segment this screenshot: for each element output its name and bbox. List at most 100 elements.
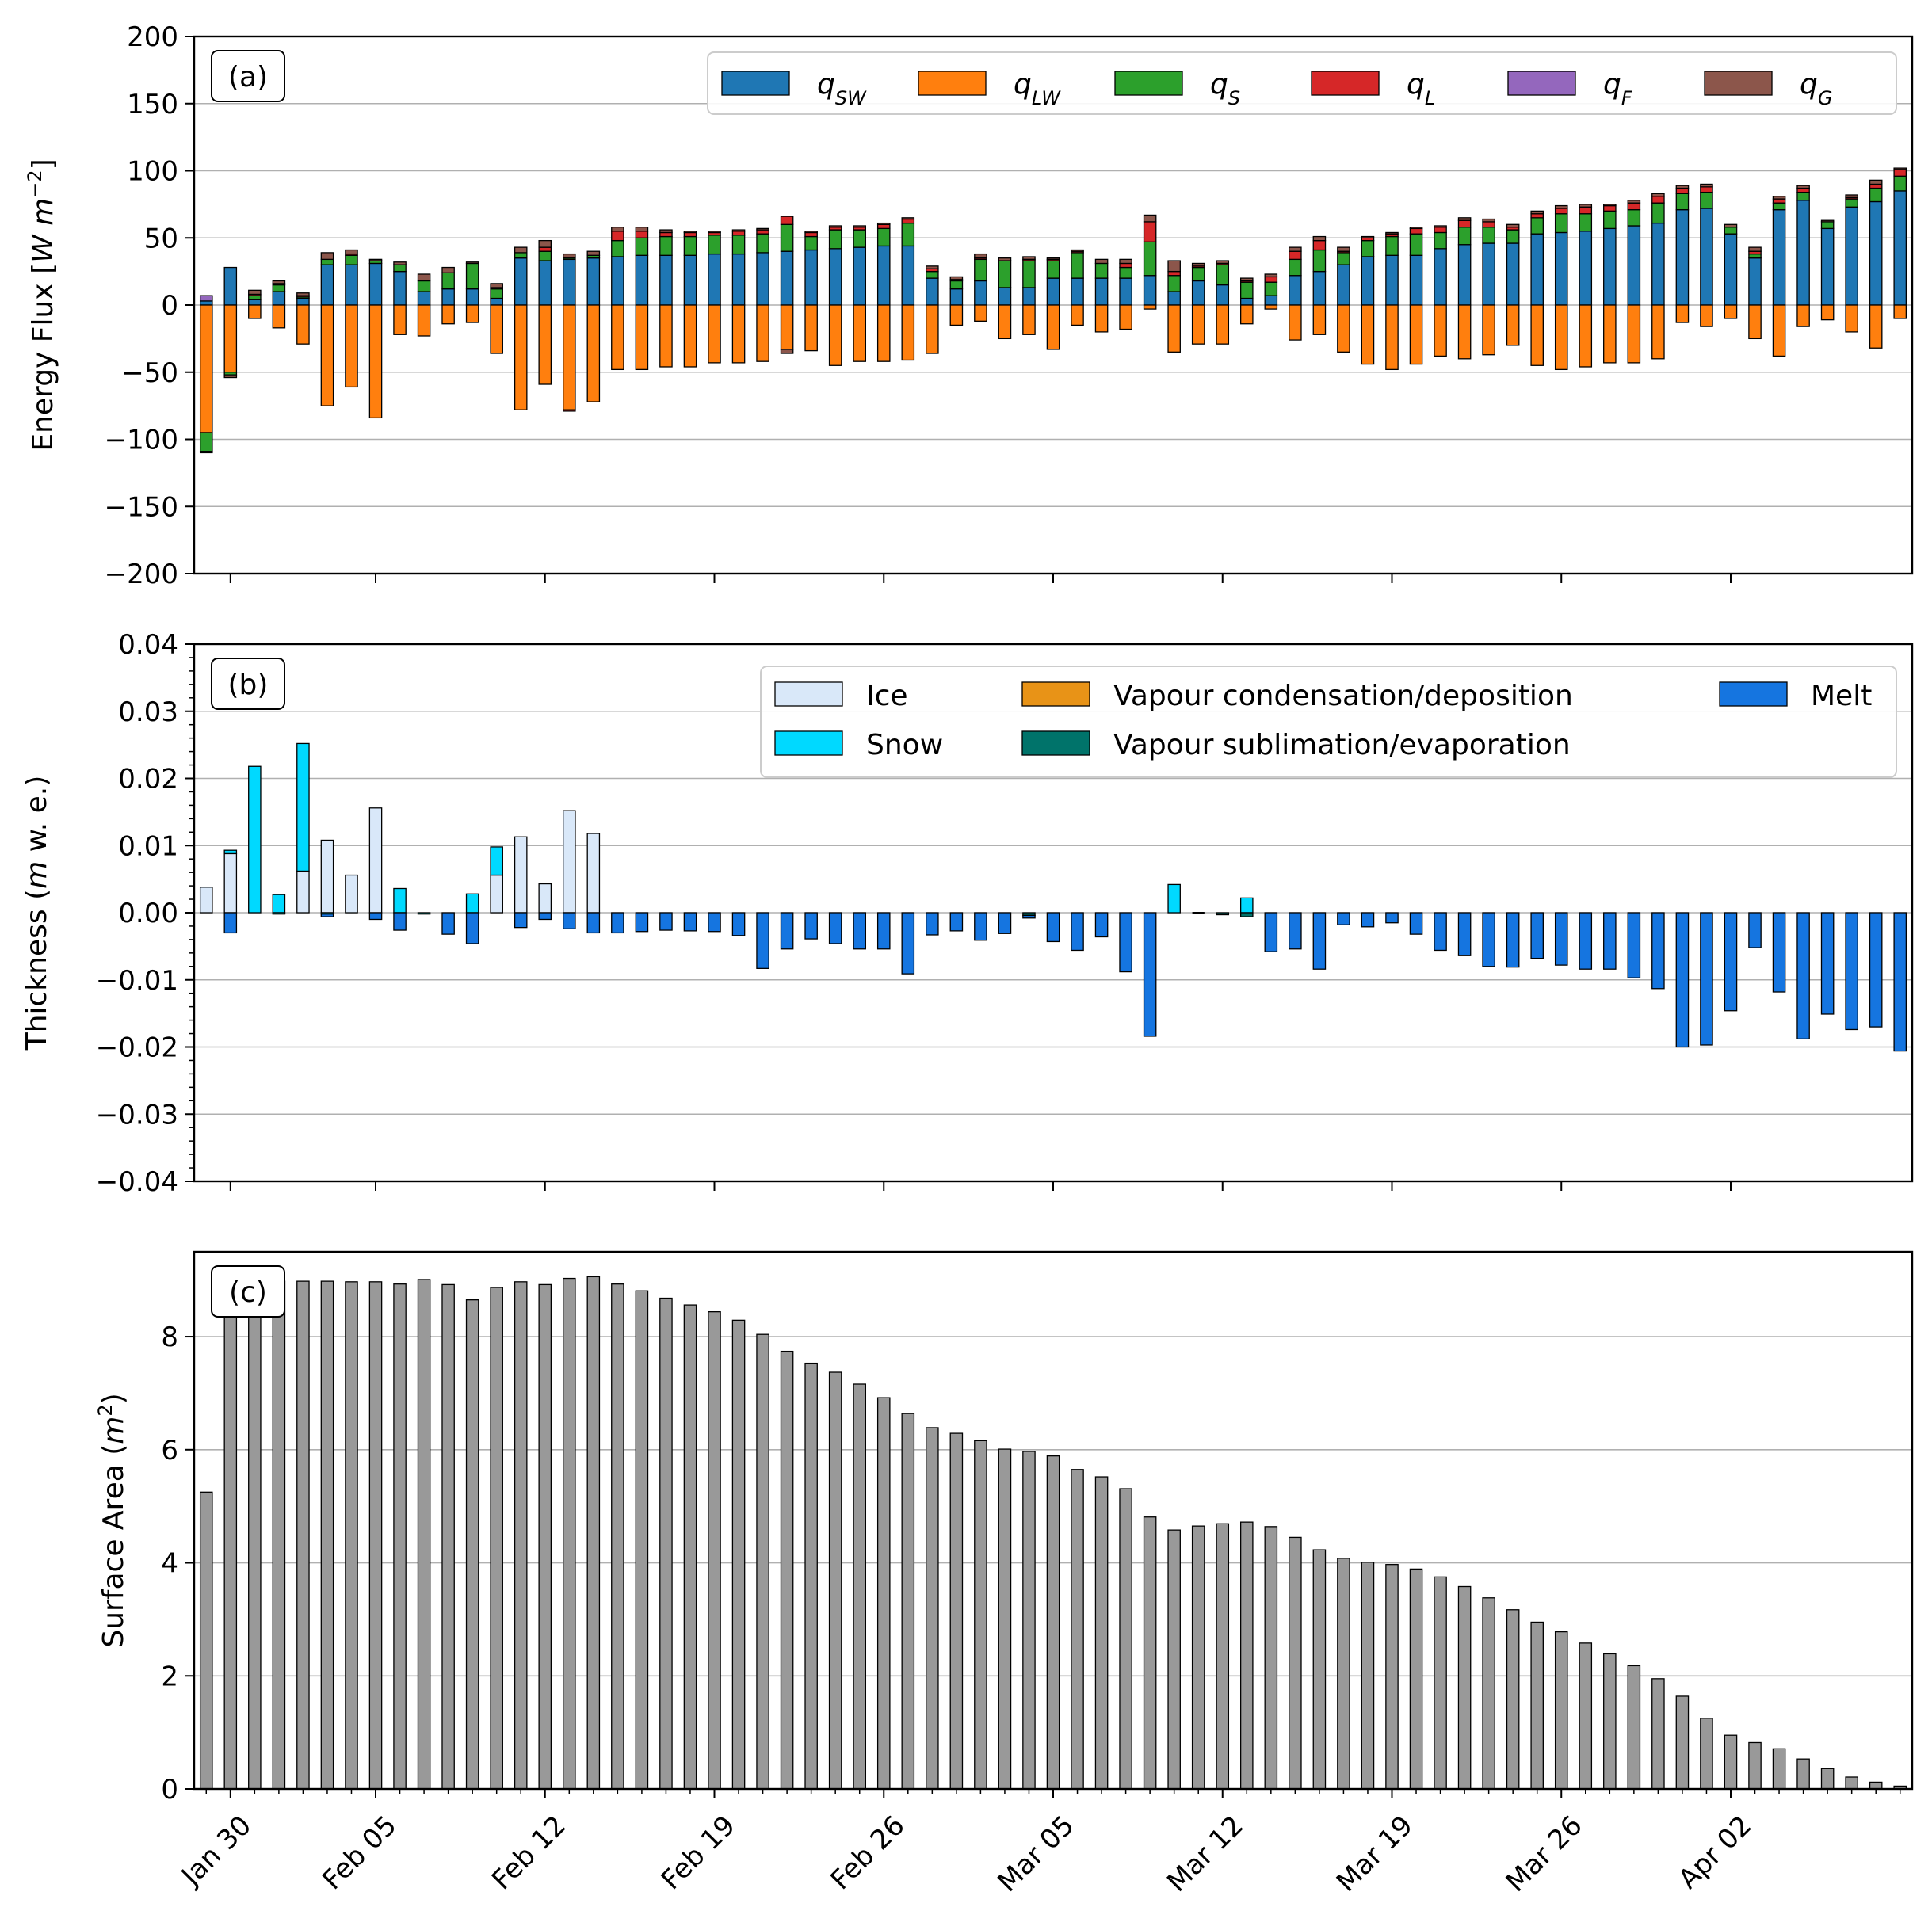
bars	[199, 1276, 1907, 1790]
bar-segment	[1361, 304, 1375, 365]
bar-segment	[828, 912, 842, 944]
bar-segment	[1289, 304, 1302, 341]
bar-segment	[490, 846, 503, 876]
bar-segment	[611, 231, 624, 242]
legend-label: Snow	[866, 729, 943, 761]
y-tick-label: 0.03	[118, 696, 178, 728]
bar-segment	[465, 893, 479, 914]
bar-segment	[1167, 260, 1181, 273]
bar-segment	[1579, 213, 1593, 232]
bar-segment	[1772, 912, 1786, 993]
bar-segment	[1579, 204, 1593, 208]
bar-segment	[949, 280, 964, 290]
bar-segment	[368, 258, 383, 261]
bar-segment	[586, 912, 601, 934]
bar-segment	[1651, 202, 1665, 224]
bar-segment	[223, 849, 238, 855]
bar-segment	[876, 912, 891, 950]
bar-segment	[1893, 190, 1907, 306]
bar-segment	[1627, 202, 1641, 211]
bar-segment	[683, 304, 697, 368]
bar-segment	[320, 252, 334, 261]
bar-segment	[441, 272, 455, 290]
bar-segment	[780, 223, 794, 252]
bar-segment	[248, 765, 262, 914]
legend-swatch	[721, 71, 790, 96]
bar-segment	[1700, 186, 1713, 193]
bar	[296, 1280, 310, 1790]
bar-segment	[828, 248, 842, 306]
bar-segment	[926, 265, 939, 269]
bar-segment	[828, 304, 842, 366]
bar-segment	[926, 304, 939, 354]
bar-segment	[804, 912, 818, 940]
bar-segment	[731, 304, 746, 364]
bar-segment	[1409, 304, 1423, 365]
bar-segment	[998, 257, 1012, 261]
bar-segment	[465, 304, 479, 323]
bar-segment	[320, 258, 334, 265]
bar-segment	[1457, 912, 1472, 956]
bar-segment	[1482, 242, 1495, 306]
bar-segment	[1820, 912, 1835, 1015]
bar-segment	[1482, 912, 1495, 967]
legend-swatch	[1507, 71, 1576, 96]
bar-segment	[611, 304, 624, 371]
bar-segment	[1361, 239, 1375, 257]
bar-segment	[611, 256, 624, 306]
legend-label: qS	[1210, 68, 1240, 109]
bar-segment	[1409, 254, 1423, 306]
bar-segment	[1893, 169, 1907, 177]
bar	[828, 1371, 842, 1790]
bar-segment	[708, 231, 721, 234]
bar-segment	[345, 254, 358, 265]
bar-segment	[1289, 250, 1302, 261]
bar	[1046, 1455, 1060, 1790]
bar-segment	[563, 409, 576, 412]
bar-segment	[514, 257, 528, 306]
bar-segment	[1530, 213, 1544, 219]
bar-segment	[804, 231, 818, 234]
bar-segment	[1530, 210, 1544, 215]
bar-segment	[708, 912, 721, 933]
bar	[756, 1333, 769, 1790]
bar-segment	[490, 297, 503, 306]
bar-segment	[514, 912, 528, 929]
x-tick-label: Feb 19	[655, 1810, 742, 1896]
y-tick-label: 0.02	[118, 764, 178, 795]
bar	[1409, 1568, 1423, 1790]
bar-segment	[683, 231, 697, 238]
bar	[441, 1283, 455, 1790]
thickness-panel: −0.04 −0.03 −0.02 −0.01 0.00 0.01 0.02 0.03 0.04…	[21, 629, 1914, 1198]
bar-segment	[1869, 179, 1883, 185]
bar-segment	[1409, 227, 1423, 235]
legend-swatch	[918, 71, 987, 96]
bar-segment	[272, 291, 286, 306]
bar-segment	[1434, 231, 1447, 250]
x-tick-label: Feb 05	[316, 1810, 403, 1896]
bar-segment	[901, 245, 915, 306]
bar-segment	[1675, 187, 1690, 194]
bar-segment	[1869, 187, 1883, 203]
bar-segment	[538, 250, 552, 261]
bar-segment	[1893, 304, 1907, 319]
bar	[635, 1290, 649, 1790]
y-tick-label: 200	[127, 21, 178, 53]
y-tick-label: −0.03	[96, 1099, 178, 1131]
bar-segment	[853, 304, 867, 362]
bar-segment	[538, 304, 552, 385]
bar-segment	[441, 266, 455, 273]
bar-segment	[393, 261, 407, 265]
bar-segment	[538, 239, 552, 248]
legend-swatch	[1021, 681, 1090, 707]
bar-segment	[1094, 262, 1109, 279]
bar-segment	[1264, 304, 1278, 310]
bar-segment	[1143, 304, 1157, 310]
bar-segment	[611, 227, 624, 232]
bar-segment	[248, 304, 262, 319]
bar-segment	[1506, 304, 1520, 346]
bar-segment	[974, 253, 987, 259]
bar	[1143, 1516, 1157, 1790]
bar-segment	[1216, 264, 1230, 286]
bar-segment	[901, 222, 915, 247]
